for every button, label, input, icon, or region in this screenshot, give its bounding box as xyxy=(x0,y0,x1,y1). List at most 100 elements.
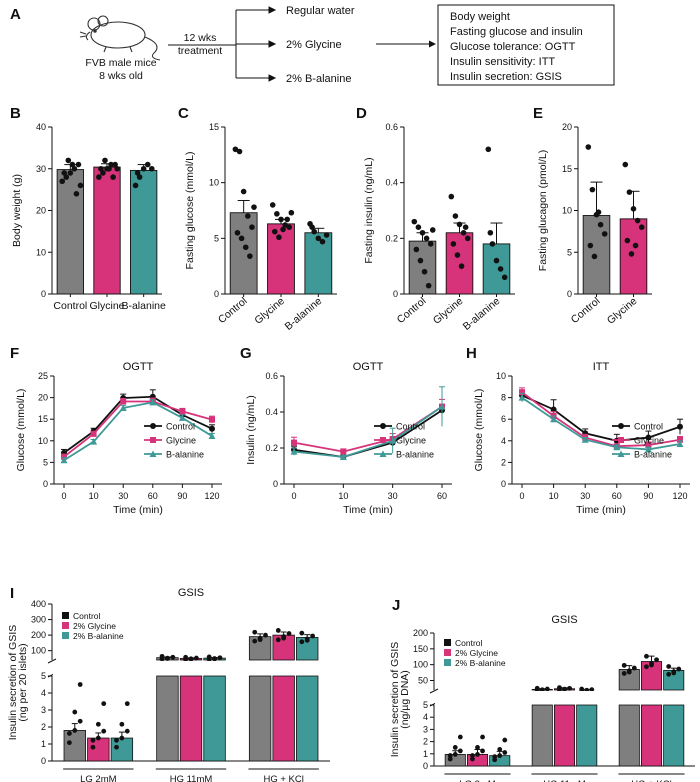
legend-label: Control xyxy=(634,422,663,432)
measure-gsis: Insulin secretion: GSIS xyxy=(450,71,562,83)
data-point xyxy=(310,633,316,639)
panel-label-b: B xyxy=(10,105,21,122)
marker-point xyxy=(178,414,186,421)
x-tick-label: Glycine xyxy=(605,295,640,327)
data-point xyxy=(232,146,239,153)
data-point xyxy=(72,728,78,733)
data-point xyxy=(304,637,310,643)
chart-i-low-y-tick-label: 5 xyxy=(41,671,46,681)
data-point xyxy=(59,178,66,185)
data-point xyxy=(247,253,253,259)
legend-label: Control xyxy=(73,611,101,621)
x-tick-label: Glycine xyxy=(431,295,466,327)
data-point xyxy=(448,193,455,200)
chart-j-low-y-tick-label: 3 xyxy=(423,724,428,734)
data-point xyxy=(315,235,322,242)
bar-lower-segment xyxy=(156,675,179,762)
marker-point xyxy=(380,437,386,443)
data-point xyxy=(595,209,602,215)
legend-label: B-alanine xyxy=(634,450,672,460)
panel-label-a: A xyxy=(10,6,21,23)
x-tick-label: 60 xyxy=(612,491,622,501)
bar-lower-segment xyxy=(272,675,295,762)
data-point xyxy=(457,734,463,740)
data-point xyxy=(281,635,287,641)
data-point xyxy=(106,165,112,172)
y-axis-label: Body weight (g) xyxy=(11,174,23,247)
x-tick-label: Control xyxy=(569,295,603,326)
panel-label-g: G xyxy=(240,345,252,362)
bar-lower-segment xyxy=(531,704,553,767)
group-glycine: 2% Glycine xyxy=(286,39,342,51)
chart-i-high-y-tick-label: 100 xyxy=(31,646,46,656)
bar-control xyxy=(408,240,437,295)
chart-j: 50 100 150 200 0 1 2 3 4 5 LG 2mM HG 11mM HG + KCl GS… xyxy=(389,614,696,782)
chart-i-low-y-tick-label: 1 xyxy=(41,739,46,749)
x-tick-label: Control xyxy=(395,295,429,326)
data-point xyxy=(544,686,550,692)
marker-point xyxy=(645,434,652,441)
legend-label: Glycine xyxy=(166,436,196,446)
marker-point xyxy=(617,450,625,457)
data-point xyxy=(278,216,284,223)
data-point xyxy=(96,174,102,180)
axis-break xyxy=(429,688,439,694)
marker-point xyxy=(677,436,683,443)
chart-i-low-y-tick-label: 0 xyxy=(41,756,46,766)
legend-swatch xyxy=(444,659,451,666)
data-point xyxy=(114,165,120,172)
data-point xyxy=(284,216,291,223)
data-point xyxy=(493,257,500,264)
y-axis-label-units: (ng per 20 islets) xyxy=(17,643,29,721)
data-point xyxy=(649,662,654,668)
marker-point xyxy=(389,437,397,444)
data-point xyxy=(502,750,508,755)
x-tick-label: 0 xyxy=(291,491,296,501)
y-axis-label: Fasting glucagon (pmol/L) xyxy=(537,150,549,271)
series-line-b-alanine xyxy=(63,401,213,462)
data-point xyxy=(251,204,257,210)
chart-d-y-tick-label: 0.4 xyxy=(385,178,398,188)
chart-h-y-tick-label: 0 xyxy=(501,479,506,489)
data-point xyxy=(101,728,107,734)
chart-i-low-y-tick-label: 4 xyxy=(41,688,46,698)
marker-point xyxy=(149,398,157,406)
chart-i-low-y-tick-label: 3 xyxy=(41,705,46,715)
chart-i-high-y-tick-label: 400 xyxy=(31,599,46,609)
data-point xyxy=(470,753,475,758)
chart-j-high-y-tick-label: 200 xyxy=(413,628,428,638)
x-tick-label: B-alanine xyxy=(461,295,503,333)
chart-d-y-tick-label: 0 xyxy=(393,289,398,299)
result-arrow-head xyxy=(429,40,436,48)
data-point xyxy=(411,218,418,225)
data-point xyxy=(77,682,83,687)
bar-glycine xyxy=(267,223,295,295)
x-tick-label: Control xyxy=(53,300,87,312)
marker-point xyxy=(290,448,298,455)
chart-d-y-tick-label: 0.2 xyxy=(385,233,398,243)
marker-point xyxy=(208,432,216,440)
bar-lower-segment xyxy=(640,704,663,767)
y-axis-label: Glucose (mmol/L) xyxy=(473,389,485,472)
data-point xyxy=(632,242,639,249)
data-point xyxy=(497,747,503,752)
data-point xyxy=(71,165,78,172)
legend-label: 2% B-alanine xyxy=(455,658,506,668)
bar-lower-segment xyxy=(248,675,272,762)
legend-label: Glycine xyxy=(396,436,426,446)
x-tick-label: 10 xyxy=(549,491,559,501)
bar-lower-segment xyxy=(576,704,598,767)
data-point xyxy=(323,232,330,238)
data-point xyxy=(562,687,567,692)
marker-point xyxy=(518,394,526,401)
data-point xyxy=(119,735,125,741)
bar-glycine xyxy=(93,166,121,295)
data-point xyxy=(501,274,508,281)
chart-j-low-y-tick-label: 5 xyxy=(423,700,428,710)
data-point xyxy=(626,669,632,675)
data-point xyxy=(557,685,562,690)
marker-point xyxy=(581,436,589,443)
data-point xyxy=(589,186,596,193)
data-point xyxy=(415,224,422,230)
data-point xyxy=(217,655,223,661)
